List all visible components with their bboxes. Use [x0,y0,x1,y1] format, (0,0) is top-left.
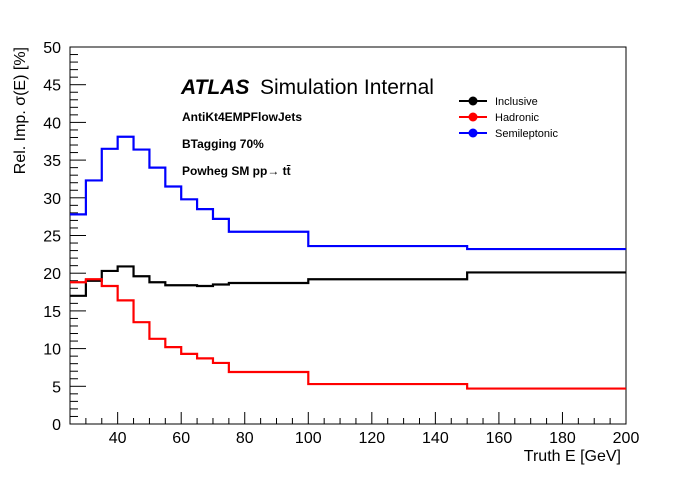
y-tick-label: 30 [43,191,61,208]
y-tick-label: 35 [43,153,61,170]
x-tick-label: 180 [549,430,576,447]
legend-entry-semileptonic: Semileptonic [459,128,558,140]
y-tick-label: 20 [43,266,61,283]
legend-entry-hadronic: Hadronic [459,112,540,124]
y-axis-title: Rel. Imp. σ(E) [%] [12,47,29,174]
legend-entry-inclusive: Inclusive [459,96,538,108]
atlas-label-rest: Simulation Internal [260,76,434,99]
y-tick-label: 40 [43,115,61,132]
y-tick-label: 0 [52,417,61,434]
x-tick-label: 60 [172,430,190,447]
y-tick-label: 15 [43,304,61,321]
x-tick-label: 200 [613,430,640,447]
x-tick-label: 120 [358,430,385,447]
series-semileptonic-step-line [70,135,626,251]
legend-label: Inclusive [495,96,538,108]
x-tick-label: 40 [109,430,127,447]
x-tick-label: 160 [486,430,513,447]
y-tick-label: 45 [43,78,61,95]
annotation-btag: BTagging 70% [182,137,264,151]
legend-label: Hadronic [495,112,540,124]
legend-label: Semileptonic [495,128,558,140]
x-axis-title: Truth E [GeV] [524,448,621,465]
legend-marker [468,128,478,138]
annotation-sample: Powheg SM pp→ tt̄ [182,164,291,178]
legend-marker [468,112,478,122]
y-tick-label: 5 [52,379,61,396]
series-inclusive-step-line [70,265,626,297]
atlas-label-bold: ATLAS [180,76,249,99]
x-tick-label: 100 [295,430,322,447]
x-tick-label: 140 [422,430,449,447]
annotation-jets: AntiKt4EMPFlowJets [182,110,302,124]
series-hadronic-step-line [70,278,626,390]
y-tick-label: 10 [43,342,61,359]
x-tick-label: 80 [236,430,254,447]
y-tick-label: 25 [43,229,61,246]
legend-marker [468,96,478,106]
y-tick-label: 50 [43,40,61,57]
plot-frame [69,46,627,425]
